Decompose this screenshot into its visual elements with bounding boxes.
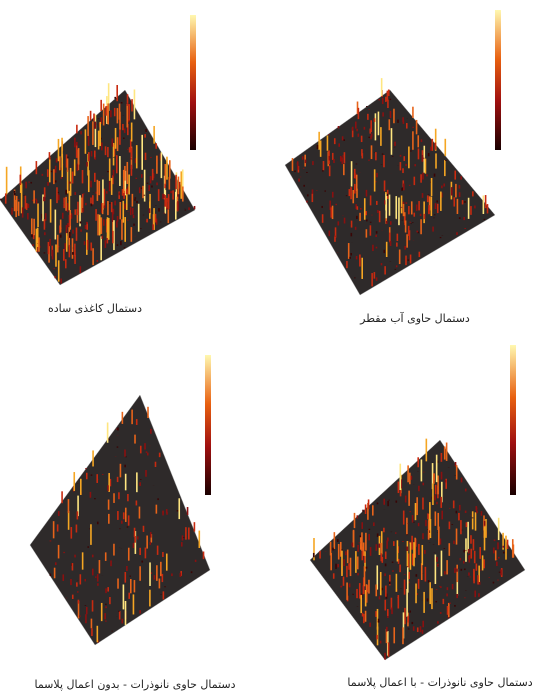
color-bar	[510, 345, 516, 495]
surface-base	[30, 395, 210, 645]
caption: دستمال کاغذی ساده	[48, 302, 142, 315]
color-bar	[205, 355, 211, 495]
color-bar	[495, 10, 501, 150]
caption: دستمال حاوی نانوذرات - بدون اعمال پلاسما	[34, 678, 235, 691]
color-bar	[190, 15, 196, 150]
caption: دستمال حاوی آب مقطر	[359, 311, 470, 325]
afm-surfaces	[0, 78, 525, 660]
caption: دستمال حاوی نانوذرات - با اعمال پلاسما	[347, 676, 532, 689]
figure: دستمال کاغذی ساده دستمال حاوی آب مقطر دس…	[0, 0, 558, 693]
figure-page: دستمال کاغذی ساده دستمال حاوی آب مقطر دس…	[0, 0, 558, 693]
